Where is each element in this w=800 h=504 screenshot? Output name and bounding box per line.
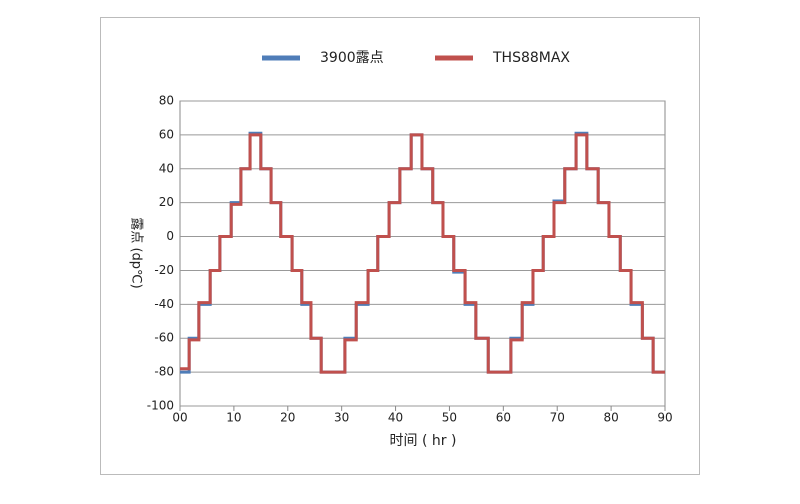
y-tick-label: 0 — [166, 229, 174, 243]
x-tick-label: 60 — [496, 411, 511, 425]
x-tick-label: 50 — [442, 411, 457, 425]
y-tick-label: -80 — [154, 365, 174, 379]
x-axis-label: 时间 ( hr ) — [390, 433, 457, 449]
x-tick-label: 80 — [603, 411, 618, 425]
x-tick-label: 40 — [388, 411, 403, 425]
x-tick-label: 90 — [657, 411, 672, 425]
y-tick-label: 20 — [159, 195, 174, 209]
x-tick-label: 10 — [226, 411, 241, 425]
y-tick-label: -20 — [154, 263, 174, 277]
y-tick-label: -40 — [154, 297, 174, 311]
legend-label: 3900露点 — [320, 50, 384, 66]
y-tick-label: 60 — [159, 127, 174, 141]
y-tick-label: -60 — [154, 331, 174, 345]
legend-label: THS88MAX — [492, 50, 570, 66]
y-tick-label: -100 — [147, 399, 174, 413]
y-axis-label: 露点 (dp℃) — [129, 217, 144, 288]
x-tick-label: 70 — [550, 411, 565, 425]
x-tick-label: 00 — [172, 411, 187, 425]
y-tick-label: 40 — [159, 161, 174, 175]
series-line — [180, 133, 665, 374]
y-tick-label: 80 — [159, 94, 174, 108]
x-tick-label: 30 — [334, 411, 349, 425]
x-tick-label: 20 — [280, 411, 295, 425]
